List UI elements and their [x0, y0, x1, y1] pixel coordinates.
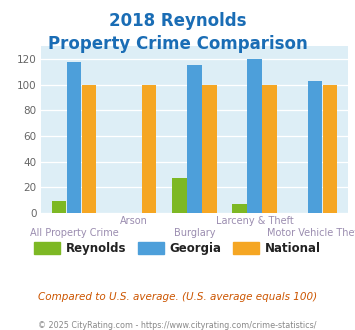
- Legend: Reynolds, Georgia, National: Reynolds, Georgia, National: [29, 237, 326, 260]
- Text: Arson: Arson: [120, 216, 148, 226]
- Bar: [307, 81, 322, 213]
- Bar: [82, 85, 96, 213]
- Bar: [262, 85, 277, 213]
- Text: Motor Vehicle Theft: Motor Vehicle Theft: [267, 228, 355, 238]
- Bar: [202, 85, 217, 213]
- Text: Burglary: Burglary: [174, 228, 215, 238]
- Bar: [323, 85, 337, 213]
- Bar: [172, 178, 186, 213]
- Text: All Property Crime: All Property Crime: [29, 228, 118, 238]
- Text: 2018 Reynolds: 2018 Reynolds: [109, 12, 246, 30]
- Text: © 2025 CityRating.com - https://www.cityrating.com/crime-statistics/: © 2025 CityRating.com - https://www.city…: [38, 321, 317, 330]
- Bar: [67, 62, 81, 213]
- Text: Property Crime Comparison: Property Crime Comparison: [48, 35, 307, 53]
- Bar: [142, 85, 157, 213]
- Bar: [232, 204, 247, 213]
- Text: Larceny & Theft: Larceny & Theft: [216, 216, 294, 226]
- Bar: [52, 201, 66, 213]
- Bar: [187, 65, 202, 213]
- Bar: [247, 59, 262, 213]
- Text: Compared to U.S. average. (U.S. average equals 100): Compared to U.S. average. (U.S. average …: [38, 292, 317, 302]
